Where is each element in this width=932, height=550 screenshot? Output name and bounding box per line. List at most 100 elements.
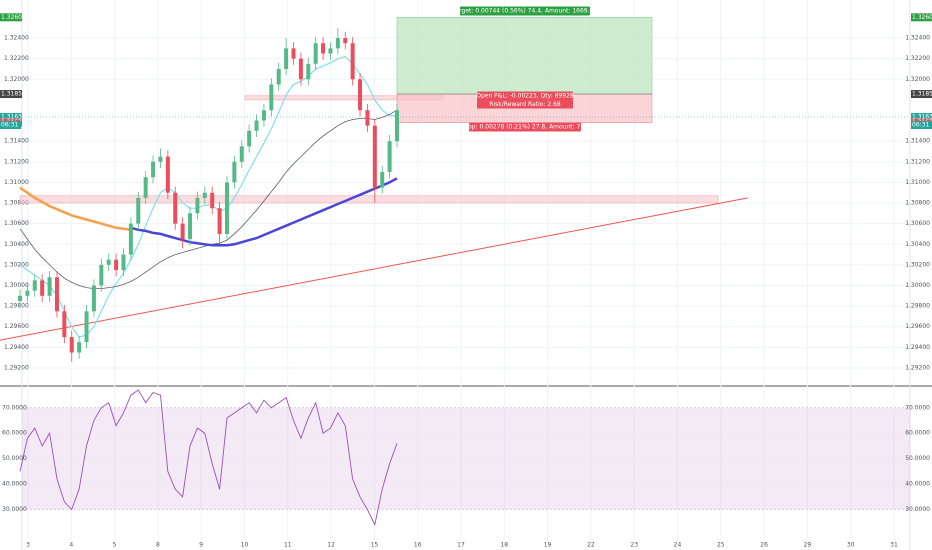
rsi-tick-label: 70.0000 [905, 404, 930, 411]
candle-body [217, 208, 222, 234]
x-tick-label: 8 [156, 542, 160, 549]
current-price-tag: 1.31634 [912, 114, 932, 121]
y-tick-label: 1.32400 [4, 35, 29, 42]
candle-body [91, 285, 96, 312]
x-tick-label: 18 [500, 542, 508, 549]
candle-body [106, 259, 111, 265]
candle-body [32, 280, 37, 291]
y-tick-label: 1.31000 [905, 179, 930, 186]
candle-body [54, 277, 59, 312]
y-tick-label: 1.32200 [905, 55, 930, 62]
candle-body [261, 110, 266, 121]
y-tick-label: 1.29600 [4, 323, 29, 330]
candle-body [25, 290, 30, 296]
candle-body [306, 63, 311, 80]
x-tick-label: 31 [890, 542, 898, 549]
x-tick-label: 11 [284, 542, 292, 549]
candle-body [224, 182, 229, 234]
candle-body [99, 264, 104, 286]
rsi-tick-label: 60.0000 [2, 430, 27, 437]
candle-body [328, 48, 333, 54]
rsi-tick-label: 60.0000 [905, 430, 930, 437]
candle-body [136, 197, 141, 224]
rsi-tick-label: 40.0000 [2, 481, 27, 488]
y-tick-label: 1.30000 [4, 282, 29, 289]
candle-body [313, 43, 318, 64]
y-tick-label: 1.29600 [905, 323, 930, 330]
current-price-tag: 1.31634 [1, 114, 26, 121]
x-tick-label: 25 [717, 542, 725, 549]
y-tick-label: 1.29800 [4, 303, 29, 310]
y-tick-label: 1.30200 [4, 261, 29, 268]
candle-body [143, 177, 148, 198]
candle-body [151, 161, 156, 178]
candle-body [62, 311, 67, 338]
candle-body [358, 79, 363, 111]
candle-body [291, 48, 296, 59]
candle-body [239, 146, 244, 162]
y-tick-label: 1.29800 [905, 303, 930, 310]
candle-body [121, 254, 126, 271]
countdown-bg [0, 121, 21, 130]
y-tick-label: 1.30800 [905, 200, 930, 207]
y-tick-label: 1.30200 [905, 261, 930, 268]
x-tick-label: 15 [371, 542, 379, 549]
x-tick-label: 30 [847, 542, 855, 549]
countdown: 06:31 [1, 122, 18, 129]
x-tick-label: 29 [804, 542, 812, 549]
candle-body [114, 259, 119, 271]
stop-label-bg [469, 122, 581, 132]
pnl-label: Open P&L: -0.00223, Qty: 89928 [476, 93, 574, 100]
x-tick-label: 24 [674, 542, 682, 549]
target-label: Target: 0.00744 (0.56%) 74.4, Amount: 16… [452, 8, 598, 15]
x-tick-label: 26 [760, 542, 768, 549]
y-tick-label: 1.31200 [905, 158, 930, 165]
candle-body [254, 120, 259, 131]
pnl-label-bg [477, 91, 573, 101]
countdown: 06:31 [912, 122, 929, 129]
target-price-tag-bg [0, 13, 22, 22]
x-tick-label: 16 [414, 542, 422, 549]
x-tick-label: 12 [327, 542, 335, 549]
x-tick-label: 3 [26, 542, 30, 549]
x-tick-label: 4 [69, 542, 73, 549]
rsi-tick-label: 40.0000 [905, 481, 930, 488]
entry-price-tag-bg [0, 90, 22, 99]
x-tick-label: 17 [457, 542, 465, 549]
y-tick-label: 1.30600 [4, 220, 29, 227]
candle-body [380, 172, 385, 188]
y-tick-label: 1.32000 [905, 76, 930, 83]
moving-average [130, 177, 398, 247]
y-tick-label: 1.31400 [4, 138, 29, 145]
y-tick-label: 1.30800 [4, 200, 29, 207]
candle-body [335, 38, 340, 49]
candle-body [188, 213, 193, 240]
x-tick-label: 10 [241, 542, 249, 549]
y-tick-label: 1.31200 [4, 158, 29, 165]
entry-price-tag: 1.31857 [1, 91, 26, 98]
y-tick-label: 1.30400 [905, 241, 930, 248]
candle-body [365, 110, 370, 126]
current-price-tag-bg [0, 113, 22, 122]
y-tick-label: 1.30600 [905, 220, 930, 227]
candle-body [84, 311, 89, 343]
y-tick-label: 1.31000 [4, 179, 29, 186]
x-tick-label: 5 [113, 542, 117, 549]
candle-body [40, 280, 45, 296]
candle-body [69, 337, 74, 353]
candle-body [180, 223, 185, 240]
candle-body [269, 84, 274, 111]
countdown-bg [911, 121, 932, 130]
candle-body [232, 161, 237, 183]
rsi-tick-label: 50.0000 [905, 455, 930, 462]
x-tick-label: 9 [199, 542, 203, 549]
candle-body [284, 48, 289, 69]
entry-price-tag-bg [911, 90, 932, 99]
candle-body [202, 192, 207, 198]
candle-body [195, 197, 200, 214]
x-tick-label: 19 [544, 542, 552, 549]
target-zone [396, 17, 653, 95]
y-tick-label: 1.32000 [4, 76, 29, 83]
candle-body [247, 130, 252, 147]
